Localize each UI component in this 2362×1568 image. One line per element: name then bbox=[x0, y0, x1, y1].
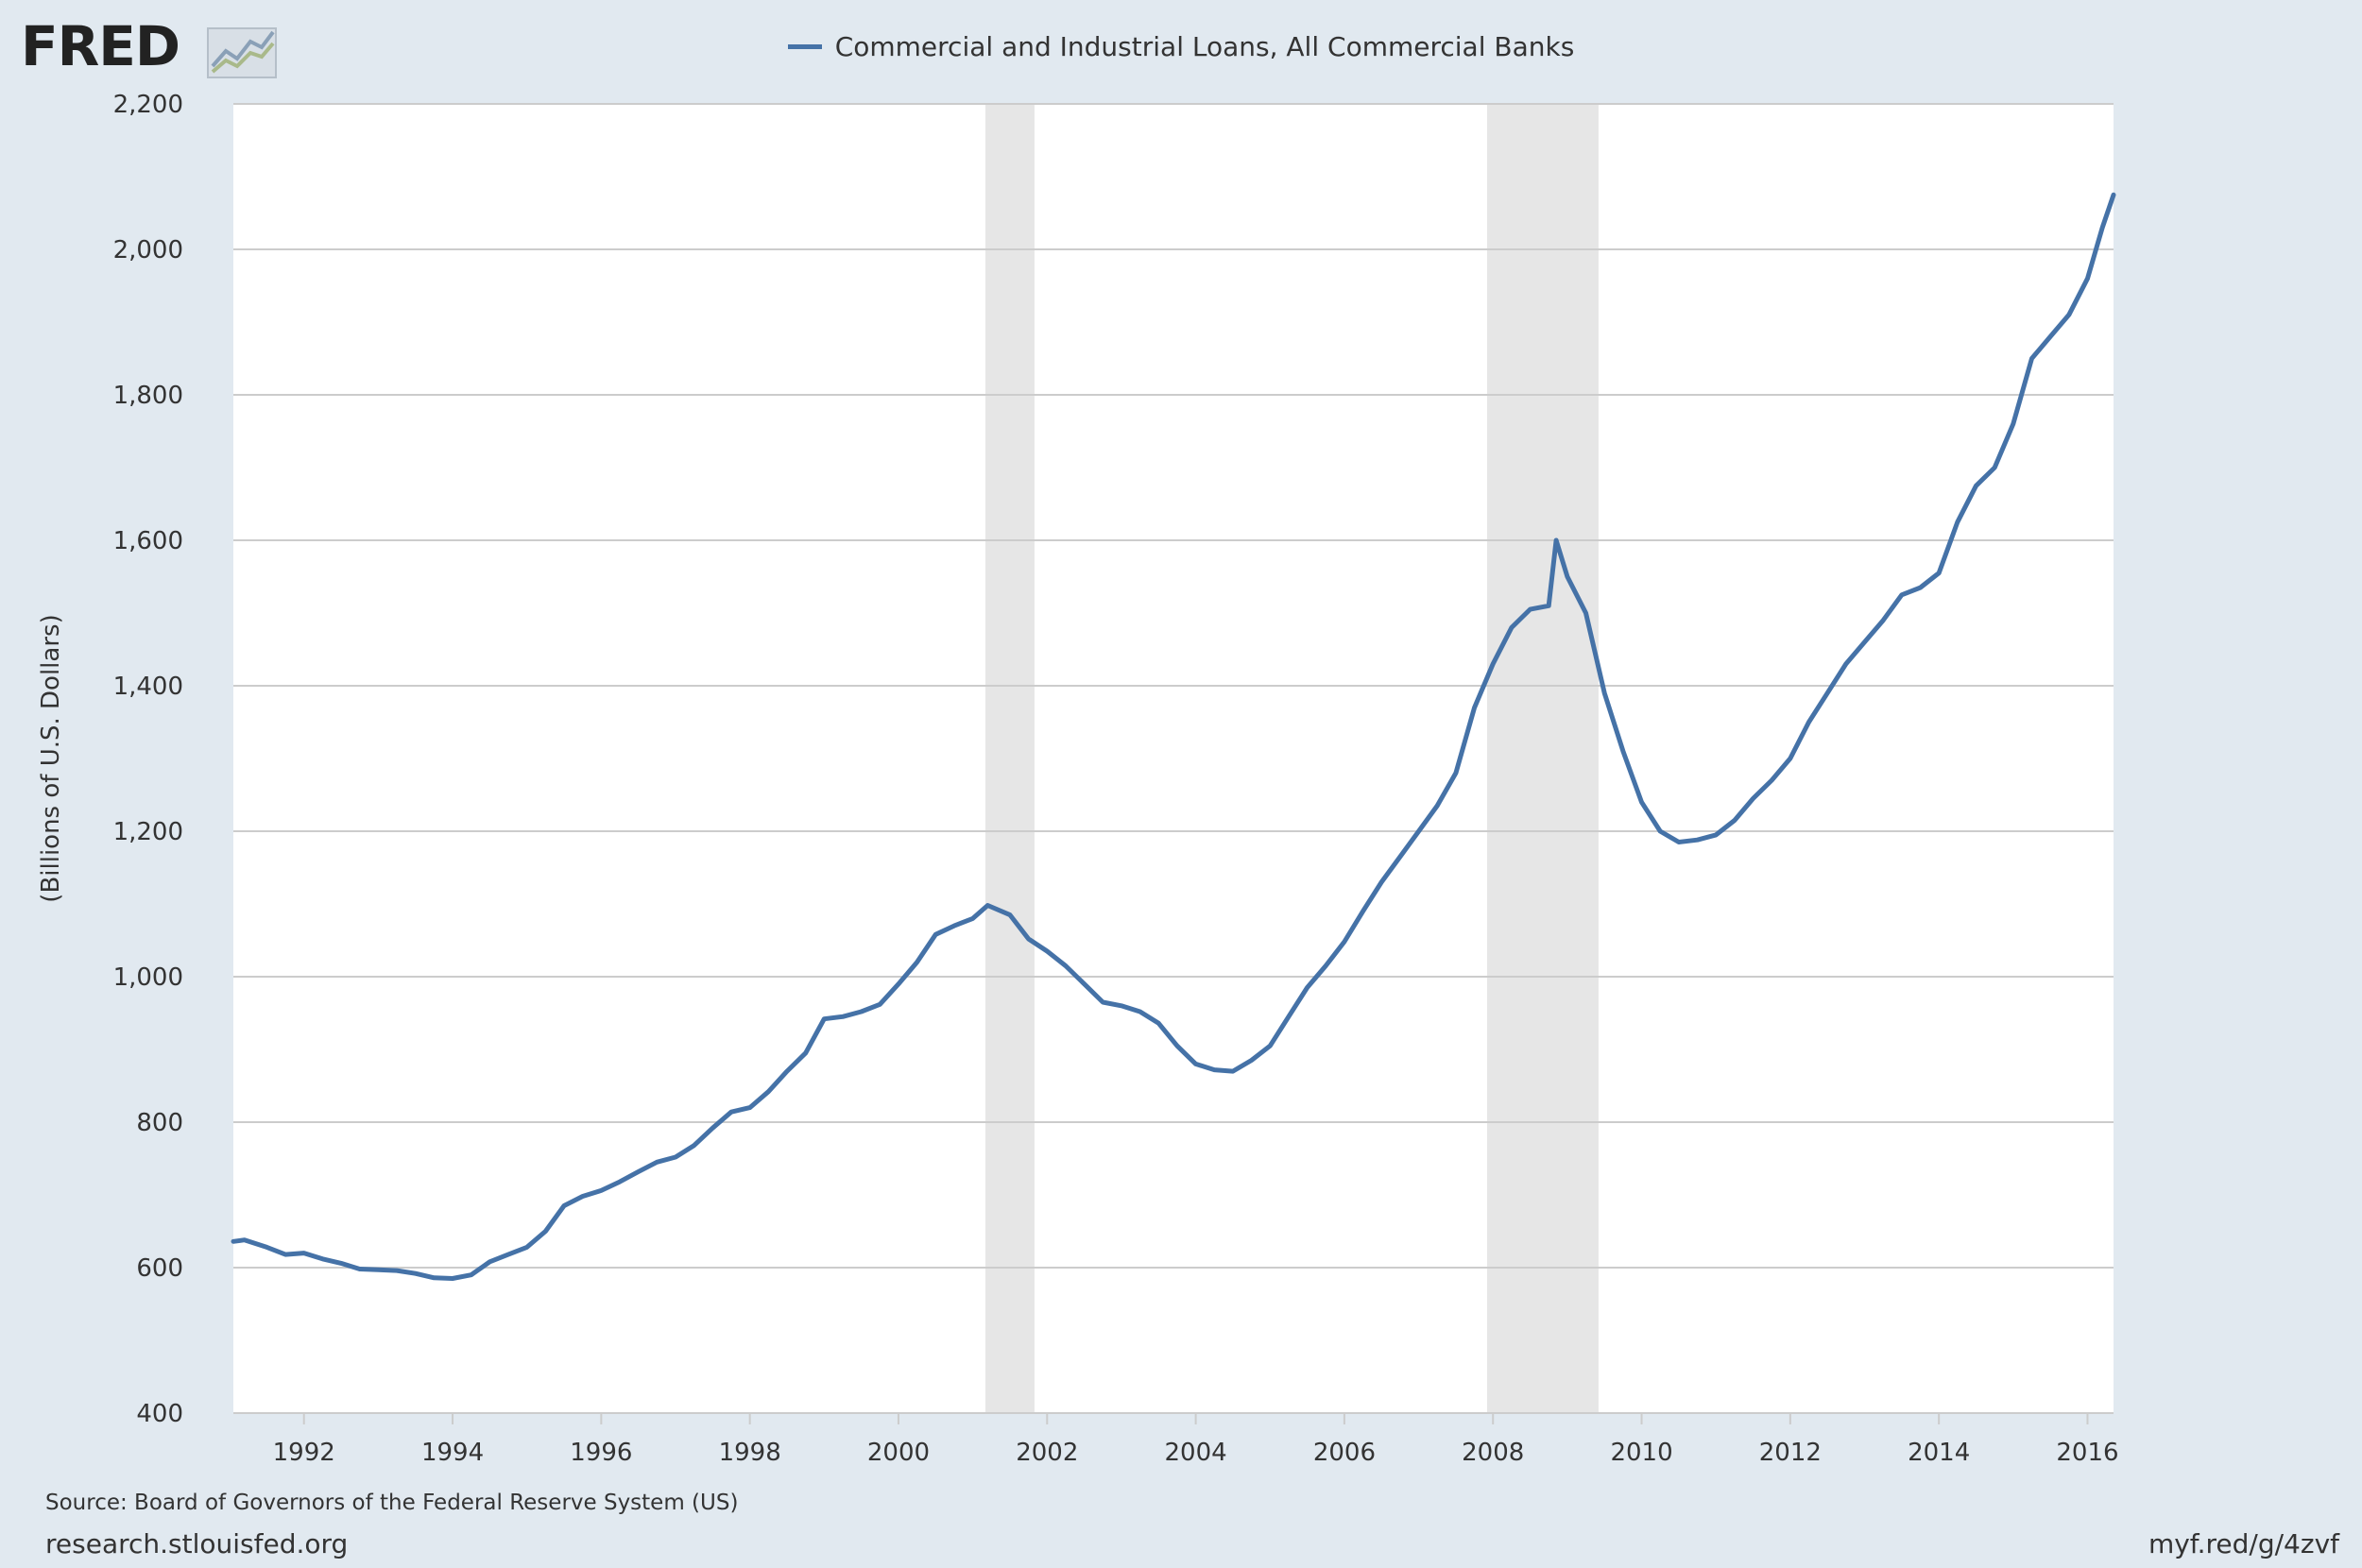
x-tick-label-1994: 1994 bbox=[421, 1439, 484, 1467]
fred-logo: FRED bbox=[21, 13, 277, 79]
y-tick-label-1600: 1,600 bbox=[113, 527, 183, 555]
site-link[interactable]: research.stlouisfed.org bbox=[45, 1528, 349, 1559]
x-axis-ticks: 1992 1994 1996 1998 2000 2002 2004 2006 2008 2010… bbox=[273, 1413, 2119, 1467]
y-tick-label-1800: 1,800 bbox=[113, 382, 183, 410]
recession-band-1 bbox=[985, 104, 1035, 1413]
fred-logo-text: FRED bbox=[21, 14, 180, 78]
series-line-1 bbox=[231, 192, 2116, 1281]
legend-series-label: Commercial and Industrial Loans, All Com… bbox=[834, 31, 1575, 62]
y-tick-label-2200: 2,200 bbox=[113, 91, 183, 119]
y-tick-label-800: 800 bbox=[136, 1109, 183, 1137]
fred-line-chart-icon bbox=[207, 27, 277, 78]
x-tick-label-2006: 2006 bbox=[1313, 1439, 1376, 1467]
series-lines bbox=[231, 192, 2116, 1281]
x-tick-label-2012: 2012 bbox=[1759, 1439, 1822, 1467]
x-tick-label-2004: 2004 bbox=[1165, 1439, 1227, 1467]
recession-band-2 bbox=[1486, 104, 1599, 1413]
x-tick-label-1992: 1992 bbox=[273, 1439, 335, 1467]
recession-bands bbox=[985, 104, 1599, 1413]
y-tick-label-1200: 1,200 bbox=[113, 818, 183, 846]
legend-series-swatch bbox=[787, 43, 822, 49]
source-note: Source: Board of Governors of the Federa… bbox=[45, 1491, 739, 1515]
y-axis-title: (Billions of U.S. Dollars) bbox=[37, 614, 65, 902]
y-tick-label-1000: 1,000 bbox=[113, 963, 183, 992]
y-tick-label-400: 400 bbox=[136, 1400, 183, 1428]
x-tick-label-2010: 2010 bbox=[1610, 1439, 1672, 1467]
y-tick-label-2000: 2,000 bbox=[113, 236, 183, 264]
x-tick-label-1996: 1996 bbox=[570, 1439, 632, 1467]
horizontal-grid bbox=[233, 103, 2114, 1269]
plot-area-background bbox=[233, 104, 2114, 1413]
x-tick-label-2016: 2016 bbox=[2056, 1439, 2118, 1467]
chart-legend: Commercial and Industrial Loans, All Com… bbox=[0, 28, 2362, 66]
short-link[interactable]: myf.red/g/4zvf bbox=[2148, 1528, 2339, 1559]
x-tick-label-2000: 2000 bbox=[867, 1439, 930, 1467]
y-tick-label-1400: 1,400 bbox=[113, 673, 183, 701]
x-tick-label-2014: 2014 bbox=[1908, 1439, 1970, 1467]
y-tick-label-600: 600 bbox=[136, 1254, 183, 1283]
x-tick-label-1998: 1998 bbox=[719, 1439, 781, 1467]
x-tick-label-2002: 2002 bbox=[1016, 1439, 1078, 1467]
x-tick-label-2008: 2008 bbox=[1462, 1439, 1524, 1467]
y-axis-ticks: 400 600 800 1,000 1,200 1,400 1,600 1,800 2,000 2… bbox=[113, 91, 183, 1428]
